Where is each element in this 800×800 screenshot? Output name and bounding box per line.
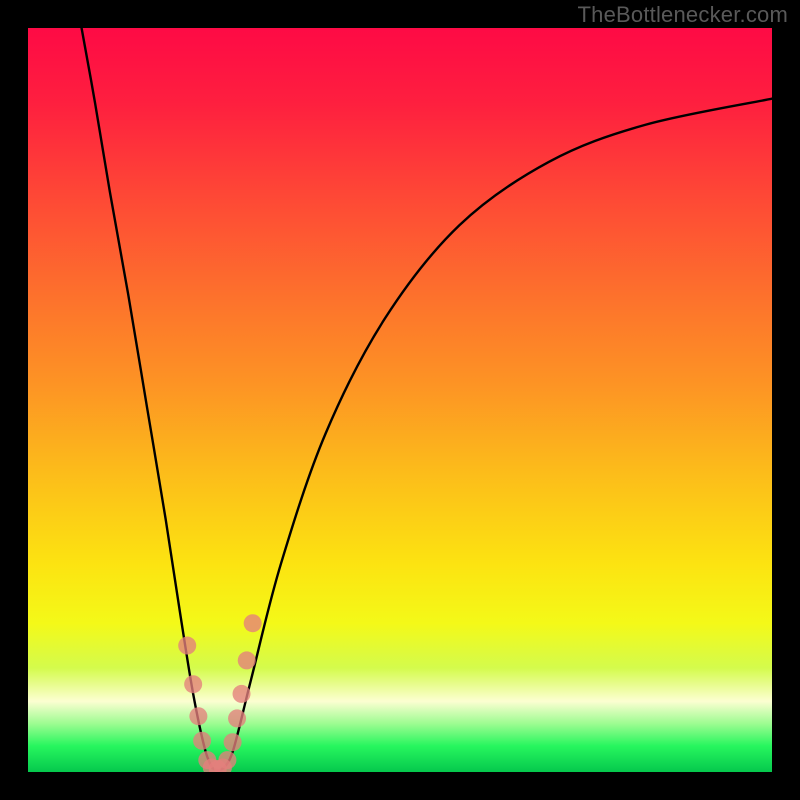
marker-dot [233,685,251,703]
marker-dot [218,751,236,769]
marker-dot [228,709,246,727]
marker-dot [193,732,211,750]
marker-dot [238,651,256,669]
marker-dot [244,614,262,632]
plot-background [28,28,772,772]
figure-root: TheBottlenecker.com [0,0,800,800]
marker-dot [184,675,202,693]
marker-dot [224,733,242,751]
watermark-text: TheBottlenecker.com [578,2,788,28]
marker-dot [189,707,207,725]
chart-svg [0,0,800,800]
marker-dot [178,637,196,655]
